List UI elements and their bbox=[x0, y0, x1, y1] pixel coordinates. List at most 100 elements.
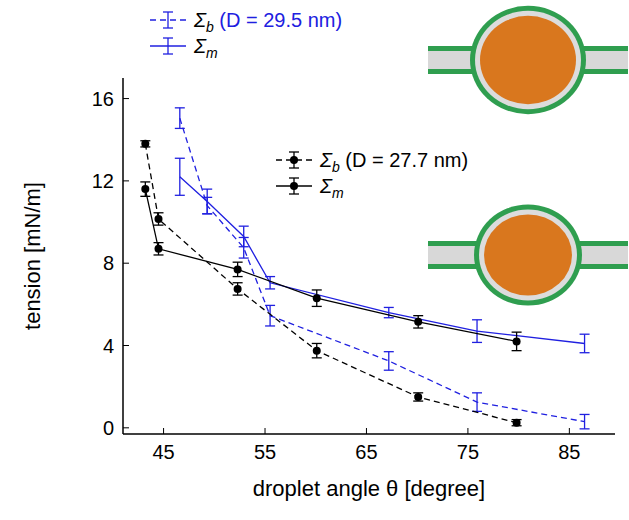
legend-errorbar bbox=[289, 177, 299, 178]
legend-errorbar bbox=[167, 12, 168, 28]
legend-errorbar bbox=[163, 53, 173, 54]
y-tick bbox=[123, 427, 129, 428]
legend-marker bbox=[290, 156, 298, 164]
error-cap bbox=[233, 262, 243, 263]
error-bar bbox=[413, 316, 423, 328]
legend-item: Σb (D = 29.5 nm) bbox=[150, 9, 342, 35]
legend-marker bbox=[290, 182, 298, 190]
error-cap bbox=[312, 357, 322, 358]
y-axis bbox=[122, 78, 124, 434]
error-stem bbox=[584, 334, 585, 353]
error-bar bbox=[175, 108, 185, 129]
point bbox=[513, 337, 521, 345]
x-tick bbox=[366, 428, 367, 434]
error-cap bbox=[265, 305, 275, 306]
error-stem bbox=[269, 305, 270, 326]
error-bar bbox=[580, 414, 590, 428]
legend-errorbar bbox=[289, 151, 299, 152]
error-cap bbox=[154, 224, 164, 225]
error-bar bbox=[512, 420, 522, 426]
point bbox=[141, 185, 149, 193]
error-cap bbox=[580, 334, 590, 335]
droplet-image bbox=[428, 6, 628, 114]
chart: 45556575850481216droplet angle θ [degree… bbox=[0, 0, 629, 520]
legend-errorbar bbox=[289, 167, 299, 168]
error-stem bbox=[388, 352, 389, 371]
legend-label: Σb (D = 29.5 nm) bbox=[193, 9, 342, 35]
legend-errorbar bbox=[167, 38, 168, 54]
legend-label: Σb (D = 27.7 nm) bbox=[319, 149, 468, 175]
error-cap bbox=[580, 352, 590, 353]
plot-area bbox=[140, 108, 589, 429]
error-bar bbox=[312, 290, 322, 306]
x-tick bbox=[265, 428, 266, 434]
point bbox=[414, 318, 422, 326]
error-cap bbox=[384, 317, 394, 318]
error-bar bbox=[140, 141, 150, 147]
y-tick bbox=[123, 345, 129, 346]
point bbox=[313, 294, 321, 302]
x-tick-label: 85 bbox=[558, 441, 580, 463]
droplet-core bbox=[480, 16, 576, 104]
x-tick-label: 75 bbox=[457, 441, 479, 463]
x-tick-label: 65 bbox=[355, 441, 377, 463]
error-cap bbox=[239, 257, 249, 258]
error-cap bbox=[239, 226, 249, 227]
error-cap bbox=[413, 327, 423, 328]
error-cap bbox=[580, 414, 590, 415]
error-cap bbox=[202, 213, 212, 214]
error-bar bbox=[233, 283, 243, 295]
error-cap bbox=[384, 307, 394, 308]
legend-label: Σm bbox=[193, 35, 218, 61]
series-line bbox=[145, 189, 516, 341]
legend-errorbar bbox=[163, 27, 173, 28]
y-tick-label: 0 bbox=[103, 417, 114, 439]
point bbox=[155, 215, 163, 223]
error-cap bbox=[233, 276, 243, 277]
x-axis-title: droplet angle θ [degree] bbox=[253, 476, 485, 501]
error-cap bbox=[384, 351, 394, 352]
series-line bbox=[180, 118, 585, 422]
legend-item: Σb (D = 27.7 nm) bbox=[276, 149, 468, 175]
legend-item: Σm bbox=[276, 175, 344, 201]
droplet-image bbox=[428, 205, 628, 306]
droplet-shell bbox=[474, 205, 582, 306]
error-cap bbox=[265, 276, 275, 277]
error-cap bbox=[175, 195, 185, 196]
x-tick bbox=[163, 428, 164, 434]
error-cap bbox=[265, 288, 275, 289]
x-tick bbox=[467, 428, 468, 434]
legend-errorbar bbox=[289, 193, 299, 194]
error-cap bbox=[202, 213, 212, 214]
legend-errorbar bbox=[163, 37, 173, 38]
error-bar bbox=[580, 334, 590, 353]
error-stem bbox=[476, 320, 477, 343]
error-cap bbox=[175, 128, 185, 129]
error-bar bbox=[140, 182, 150, 196]
error-bar bbox=[233, 262, 243, 276]
error-cap bbox=[312, 289, 322, 290]
error-cap bbox=[154, 254, 164, 255]
error-cap bbox=[239, 246, 249, 247]
x-tick bbox=[569, 428, 570, 434]
point bbox=[141, 140, 149, 148]
error-cap bbox=[233, 282, 243, 283]
error-bar bbox=[154, 243, 164, 255]
error-cap bbox=[312, 306, 322, 307]
error-bar bbox=[384, 352, 394, 371]
error-cap bbox=[472, 342, 482, 343]
y-tick bbox=[123, 98, 129, 99]
error-bar bbox=[472, 320, 482, 343]
y-tick-label: 12 bbox=[92, 170, 114, 192]
series-line bbox=[145, 144, 516, 423]
droplet-shell bbox=[470, 6, 586, 114]
error-cap bbox=[175, 107, 185, 108]
error-bar bbox=[312, 343, 322, 357]
error-stem bbox=[269, 277, 270, 289]
x-axis bbox=[123, 433, 615, 435]
point bbox=[313, 347, 321, 355]
error-stem bbox=[388, 307, 389, 317]
y-tick-label: 16 bbox=[92, 88, 114, 110]
error-bar bbox=[413, 393, 423, 401]
y-tick bbox=[123, 263, 129, 264]
